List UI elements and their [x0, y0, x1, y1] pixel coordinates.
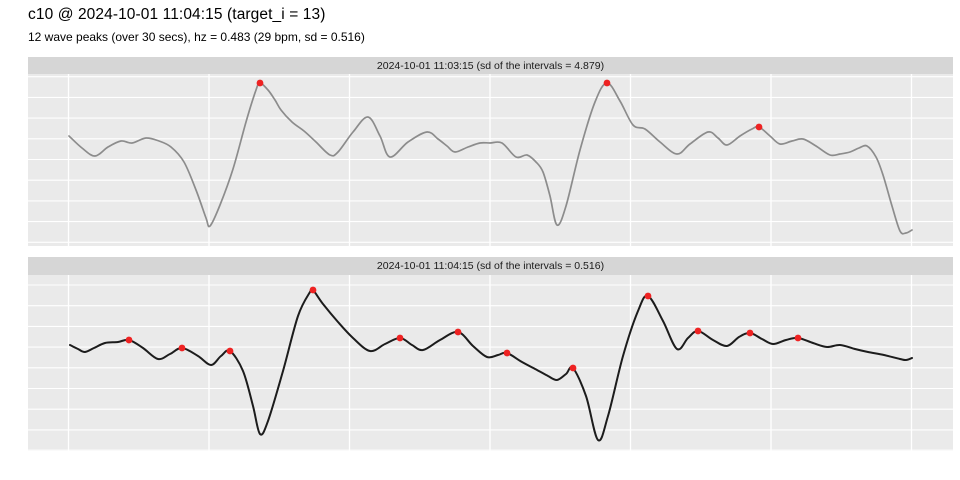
page-title: c10 @ 2024-10-01 11:04:15 (target_i = 13… — [28, 6, 326, 23]
peak-marker — [125, 336, 133, 344]
peak-marker — [569, 364, 577, 372]
gridlines — [28, 275, 953, 451]
peak-marker — [256, 79, 264, 87]
peak-marker — [503, 349, 511, 357]
gridlines — [28, 74, 953, 246]
waveform-plot-2 — [28, 275, 953, 451]
facet-strip-2: 2024-10-01 11:04:15 (sd of the intervals… — [28, 257, 953, 275]
page-subtitle: 12 wave peaks (over 30 secs), hz = 0.483… — [28, 30, 365, 44]
peak-marker — [454, 328, 462, 336]
peak-marker — [309, 286, 317, 294]
facet-strip-1-label: 2024-10-01 11:03:15 (sd of the intervals… — [376, 59, 605, 72]
facet-strip-1: 2024-10-01 11:03:15 (sd of the intervals… — [28, 57, 953, 74]
waveform-line — [69, 287, 913, 442]
peak-marker — [396, 334, 404, 342]
peak-marker — [603, 79, 611, 87]
peak-marker — [755, 123, 763, 131]
peak-marker — [746, 329, 754, 337]
waveform-line — [68, 82, 913, 235]
facet-panel-1 — [28, 74, 953, 246]
peak-marker — [226, 347, 234, 355]
peak-marker — [644, 292, 652, 300]
facet-panel-2 — [28, 275, 953, 451]
peak-marker — [178, 344, 186, 352]
peak-marker — [794, 334, 802, 342]
peak-marker — [694, 327, 702, 335]
facet-strip-2-label: 2024-10-01 11:04:15 (sd of the intervals… — [376, 260, 605, 272]
waveform-plot-1 — [28, 74, 953, 246]
